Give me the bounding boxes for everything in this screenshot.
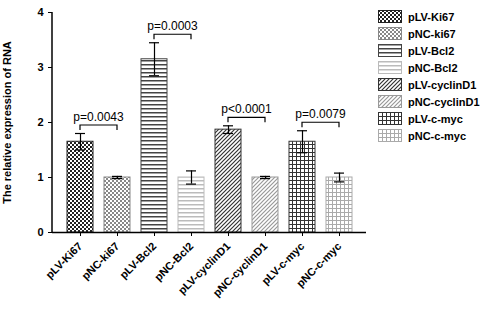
svg-text:pLV-Ki67: pLV-Ki67: [43, 240, 84, 281]
svg-text:p=0.0079: p=0.0079: [295, 107, 346, 121]
html-text:pLV-c-myc: pLV-c-myc: [408, 112, 463, 125]
svg-text:4: 4: [37, 6, 44, 18]
svg-text:pLV-Bcl2: pLV-Bcl2: [117, 239, 159, 281]
svg-text:p=0.0043: p=0.0043: [73, 110, 124, 124]
svg-text:pNC-c-myc: pNC-c-myc: [294, 240, 344, 290]
svg-text:2: 2: [37, 116, 43, 128]
html-text:pLV-Bcl2: pLV-Bcl2: [408, 44, 455, 57]
svg-text:pNC-Bcl2: pNC-Bcl2: [151, 239, 196, 284]
svg-text:pNC-cyclinD1: pNC-cyclinD1: [210, 240, 269, 299]
svg-text:3: 3: [37, 61, 43, 73]
svg-text:pNC-ki67: pNC-ki67: [79, 240, 121, 282]
html-text:pNC-cyclinD1: pNC-cyclinD1: [408, 95, 480, 108]
svg-text:0: 0: [37, 226, 43, 238]
svg-text:pLV-c-myc: pLV-c-myc: [259, 239, 307, 287]
html-text:pLV-Ki67: pLV-Ki67: [408, 10, 455, 23]
html-text:pNC-Bcl2: pNC-Bcl2: [408, 61, 458, 74]
html-text:pLV-cyclinD1: pLV-cyclinD1: [408, 78, 477, 91]
svg-text:p<0.0001: p<0.0001: [221, 102, 272, 116]
html-text:pNC-ki67: pNC-ki67: [408, 27, 456, 40]
svg-text:pLV-cyclinD1: pLV-cyclinD1: [175, 239, 233, 297]
svg-text:p=0.0003: p=0.0003: [147, 19, 198, 33]
svg-text:1: 1: [37, 171, 43, 183]
svg-text:The relative expression of RNA: The relative expression of RNA: [1, 41, 13, 204]
html-text:pNC-c-myc: pNC-c-myc: [408, 129, 467, 142]
